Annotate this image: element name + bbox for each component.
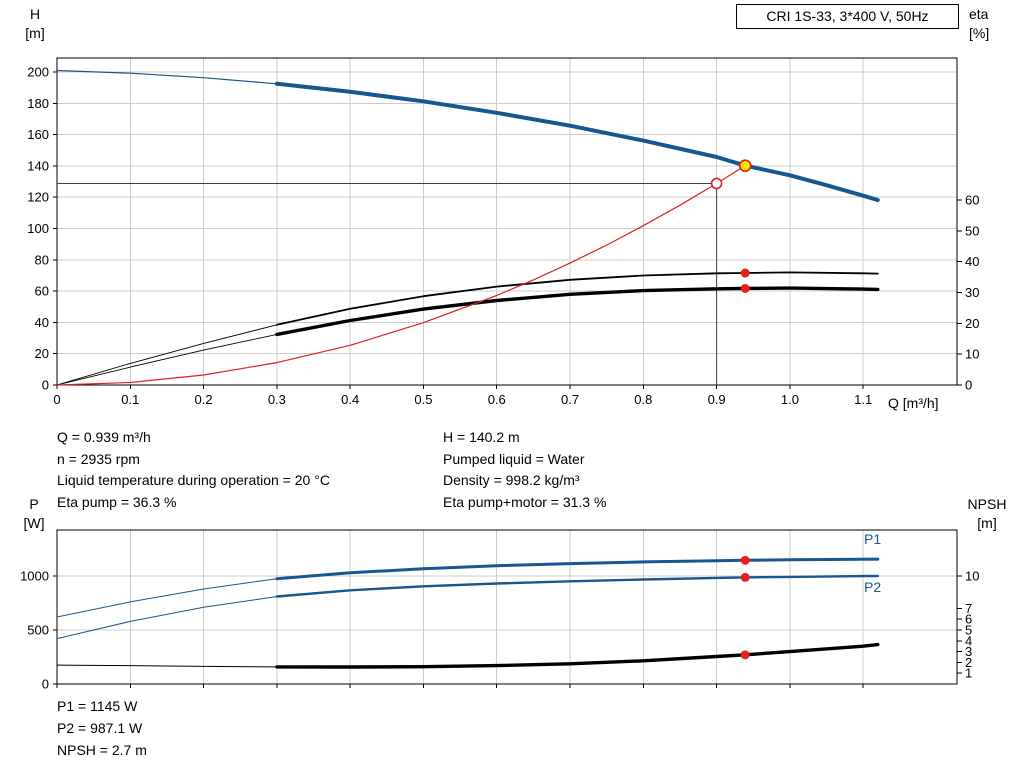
power-info: P1 = 1145 W P2 = 987.1 W NPSH = 2.7 m [57, 695, 147, 761]
y-tick-label-right: 1 [965, 666, 972, 681]
q-axis-label: Q [m³/h] [888, 395, 939, 411]
eta-axis-unit: [%] [969, 25, 990, 41]
plot-frame [56, 529, 958, 685]
y-tick-label-left: 60 [35, 284, 49, 299]
system-curve [56, 165, 746, 386]
h-axis-label: H [m] [14, 5, 56, 43]
y-tick-label-right: 2 [965, 655, 972, 670]
qh-eta-chart: 0 0.1 0.2 0.3 0.4 0.5 0.6 0.7 0.8 0.9 1.0 1.1 0 20 40 6… [27, 57, 979, 407]
npsh-axis-label: NPSH [m] [959, 495, 1015, 533]
y-tick-label-left: 20 [35, 346, 49, 361]
y-tick-label-right: 10 [965, 569, 979, 584]
y-tick-label-right: 4 [965, 633, 972, 648]
npsh-axis-symbol: NPSH [967, 496, 1007, 512]
y-tick-label-left: 160 [27, 127, 49, 142]
y-tick-label-left: 40 [35, 315, 49, 330]
y-tick-label-left: 180 [27, 96, 49, 111]
npsh-axis-unit: [m] [977, 515, 997, 531]
eta-axis-symbol: eta [969, 6, 989, 22]
chart-title-box: CRI 1S-33, 3*400 V, 50Hz [736, 4, 959, 29]
eta-pump-motor-curve [275, 286, 880, 337]
x-tick-label: 1.0 [781, 392, 799, 407]
y-tick-label-left: 200 [27, 65, 49, 80]
y-tick-label-left: 500 [27, 623, 49, 638]
duty-point-marker [710, 177, 723, 190]
info-line-q: Q = 0.939 m³/h [57, 429, 151, 445]
y-tick-label-right: 50 [965, 223, 979, 238]
x-tick-label: 0.6 [488, 392, 506, 407]
npsh-point [740, 650, 750, 660]
y-tick-label-left: 1000 [20, 569, 49, 584]
y-tick-label-right: 7 [965, 601, 972, 616]
y-tick-label-right: 6 [965, 612, 972, 627]
operating-point-marker [738, 159, 752, 172]
y-tick-label-right: 30 [965, 285, 979, 300]
y-tick-label-left: 80 [35, 252, 49, 267]
npsh-curve-lead-in [56, 664, 277, 668]
x-tick-label: 0.9 [708, 392, 726, 407]
info-line-h: H = 140.2 m [443, 429, 520, 445]
info-line-npsh: NPSH = 2.7 m [57, 742, 147, 758]
x-tick-label: 0.4 [341, 392, 359, 407]
x-tick-label: 0.1 [121, 392, 139, 407]
y-tick-label-left: 0 [42, 677, 49, 692]
eta-pump-motor-curve-lead-in [56, 333, 277, 386]
eta-pump-point [740, 268, 750, 278]
eta-pump-motor-point [740, 283, 750, 293]
y-tick-label-left: 120 [27, 190, 49, 205]
operating-info-left: Q = 0.939 m³/h n = 2935 rpm Liquid tempe… [57, 427, 330, 513]
h-axis-symbol: H [29, 6, 41, 22]
p-axis-label: P [W] [13, 495, 55, 533]
p2-curve-label: P2 [864, 579, 882, 595]
info-line-liquid: Pumped liquid = Water [443, 450, 585, 467]
y-tick-label-right: 5 [965, 623, 972, 638]
x-tick-label: 0 [53, 392, 60, 407]
y-tick-label-right: 40 [965, 254, 979, 269]
p1-curve-lead-in [56, 578, 277, 618]
x-tick-label: 1.1 [854, 392, 872, 407]
plot-frame [56, 57, 958, 386]
y-tick-label-right: 3 [965, 644, 972, 659]
x-tick-label: 0.7 [561, 392, 579, 407]
x-tick-label: 0.3 [268, 392, 286, 407]
info-line-temp: Liquid temperature during operation = 20… [57, 472, 330, 488]
p1-curve [275, 557, 880, 581]
y-tick-label-right: 60 [965, 192, 979, 207]
info-line-density: Density = 998.2 kg/m³ [443, 472, 580, 488]
y-tick-label-right: 20 [965, 316, 979, 331]
p-axis-unit: [W] [23, 515, 45, 531]
h-axis-unit: [m] [25, 25, 45, 41]
p1-curve-label: P1 [864, 531, 882, 547]
x-tick-label: 0.2 [195, 392, 213, 407]
p2-point [740, 572, 750, 582]
eta-axis-label: eta [%] [969, 5, 1015, 43]
info-line-eta-pump: Eta pump = 36.3 % [57, 493, 177, 510]
head-curve-lead-in [56, 69, 277, 85]
info-line-p2: P2 = 987.1 W [57, 720, 143, 736]
p2-curve [275, 574, 879, 598]
info-line-eta-total: Eta pump+motor = 31.3 % [443, 493, 607, 510]
x-tick-label: 0.5 [414, 392, 432, 407]
x-tick-label: 0.8 [634, 392, 652, 407]
y-tick-label-left: 140 [27, 158, 49, 173]
eta-pump-curve-lead-in [56, 324, 278, 386]
y-tick-label-right: 0 [965, 378, 972, 393]
y-tick-label-right: 10 [965, 347, 979, 362]
npsh-curve [275, 642, 880, 669]
head-curve [274, 81, 880, 203]
p1-point [740, 555, 750, 565]
operating-info-right: H = 140.2 m Pumped liquid = Water Densit… [443, 427, 606, 513]
p2-curve-lead-in [56, 596, 277, 640]
info-line-n: n = 2935 rpm [57, 450, 140, 467]
eta-pump-curve [276, 271, 879, 326]
info-line-p1: P1 = 1145 W [57, 698, 138, 714]
y-tick-label-left: 0 [42, 378, 49, 393]
p-axis-symbol: P [29, 496, 39, 512]
y-tick-label-left: 100 [27, 221, 49, 236]
